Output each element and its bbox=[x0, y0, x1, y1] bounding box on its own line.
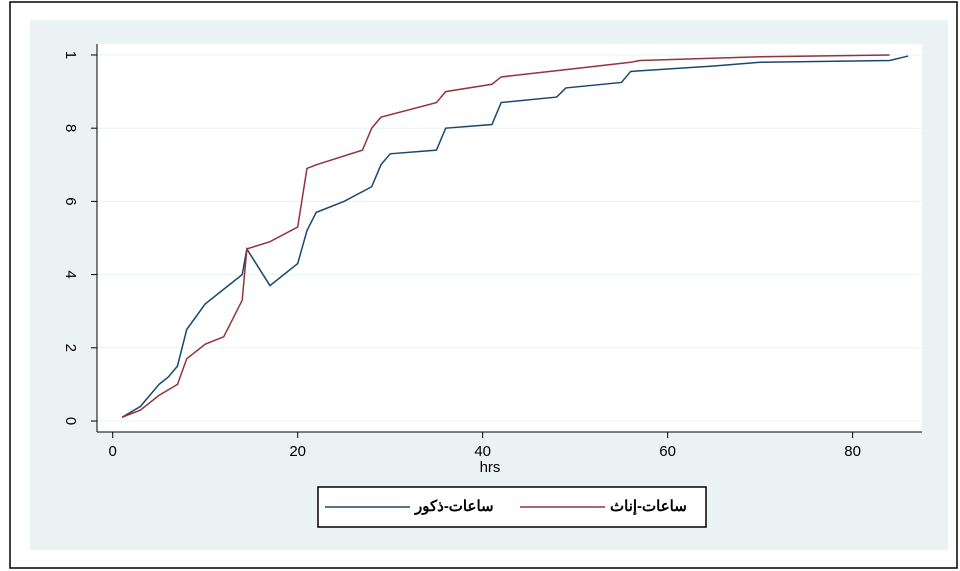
series-line bbox=[121, 55, 909, 419]
y-tick-label: 2 bbox=[62, 344, 79, 352]
y-tick-label: 8 bbox=[62, 124, 79, 132]
series-line bbox=[121, 54, 890, 419]
legend-label: ساعات-ذكور bbox=[414, 498, 494, 515]
legend bbox=[317, 486, 707, 528]
legend-label: ساعات-إناث bbox=[610, 498, 687, 515]
y-tick-label: 0 bbox=[62, 417, 79, 425]
plot-area bbox=[97, 44, 922, 432]
x-tick-label: 40 bbox=[474, 443, 491, 460]
x-tick-label: 80 bbox=[844, 443, 861, 460]
x-tick-label: 20 bbox=[289, 443, 306, 460]
x-tick-label: 60 bbox=[659, 443, 676, 460]
y-tick-label: 1 bbox=[62, 51, 79, 59]
y-tick-label: 4 bbox=[62, 270, 79, 278]
y-tick-label: 6 bbox=[62, 197, 79, 205]
x-tick-label: 0 bbox=[109, 443, 117, 460]
x-axis-label: hrs bbox=[480, 459, 501, 476]
